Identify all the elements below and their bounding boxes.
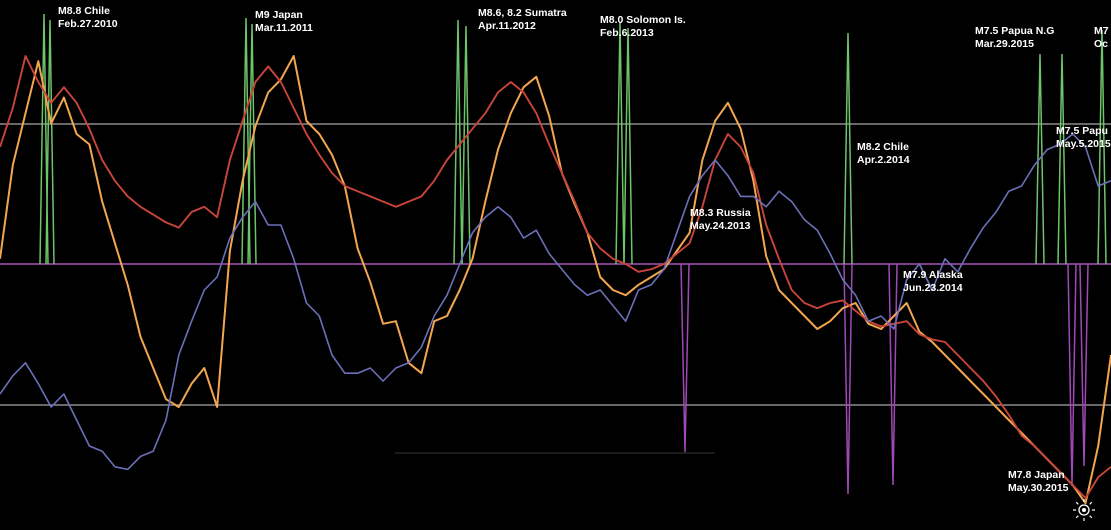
green-spike — [1057, 53, 1067, 265]
event-label: M8.8 Chile — [58, 5, 110, 17]
green-spike — [1035, 53, 1045, 265]
green-spike — [843, 32, 853, 265]
green-spike — [45, 19, 55, 265]
green-spike — [461, 25, 471, 265]
event-date: Feb.6.2013 — [600, 27, 654, 39]
event-date: Oc — [1094, 38, 1108, 50]
purple-spike — [1067, 263, 1077, 487]
event-label: M8.3 Russia — [690, 207, 751, 219]
event-date: Apr.2.2014 — [857, 154, 910, 166]
purple-spike — [888, 263, 898, 486]
event-date: Mar.29.2015 — [975, 38, 1034, 50]
event-label: M8.6, 8.2 Sumatra — [478, 7, 567, 19]
event-label: M7.9 Alaska — [903, 269, 963, 281]
green-spike — [453, 19, 463, 265]
event-label: M7 — [1094, 25, 1109, 37]
event-label: M8.0 Solomon Is. — [600, 14, 686, 26]
event-date: Feb.27.2010 — [58, 18, 118, 30]
event-date: May.5.2015 — [1056, 138, 1111, 150]
event-label: M7.5 Papua N.G — [975, 25, 1054, 37]
green-spike — [615, 21, 625, 265]
event-date: May.30.2015 — [1008, 482, 1069, 494]
event-date: Mar.11.2011 — [255, 22, 313, 34]
series-lines — [0, 55, 1111, 505]
green-spike — [623, 27, 633, 265]
event-spikes — [39, 13, 1107, 495]
event-date: Apr.11.2012 — [478, 20, 536, 32]
blue-series-line — [0, 133, 1111, 471]
event-label: M8.2 Chile — [857, 141, 909, 153]
purple-spike — [843, 263, 853, 495]
purple-spike — [1079, 263, 1089, 467]
event-date: May.24.2013 — [690, 220, 751, 232]
event-label: M9 Japan — [255, 9, 303, 21]
event-label: M7.5 Papu — [1056, 125, 1108, 137]
green-spike — [247, 23, 257, 265]
purple-spike — [680, 263, 690, 453]
event-label: M7.8 Japan — [1008, 469, 1065, 481]
red-series-line — [0, 55, 1111, 499]
sun-logo-icon — [1073, 499, 1095, 521]
event-date: Jun.23.2014 — [903, 282, 963, 294]
